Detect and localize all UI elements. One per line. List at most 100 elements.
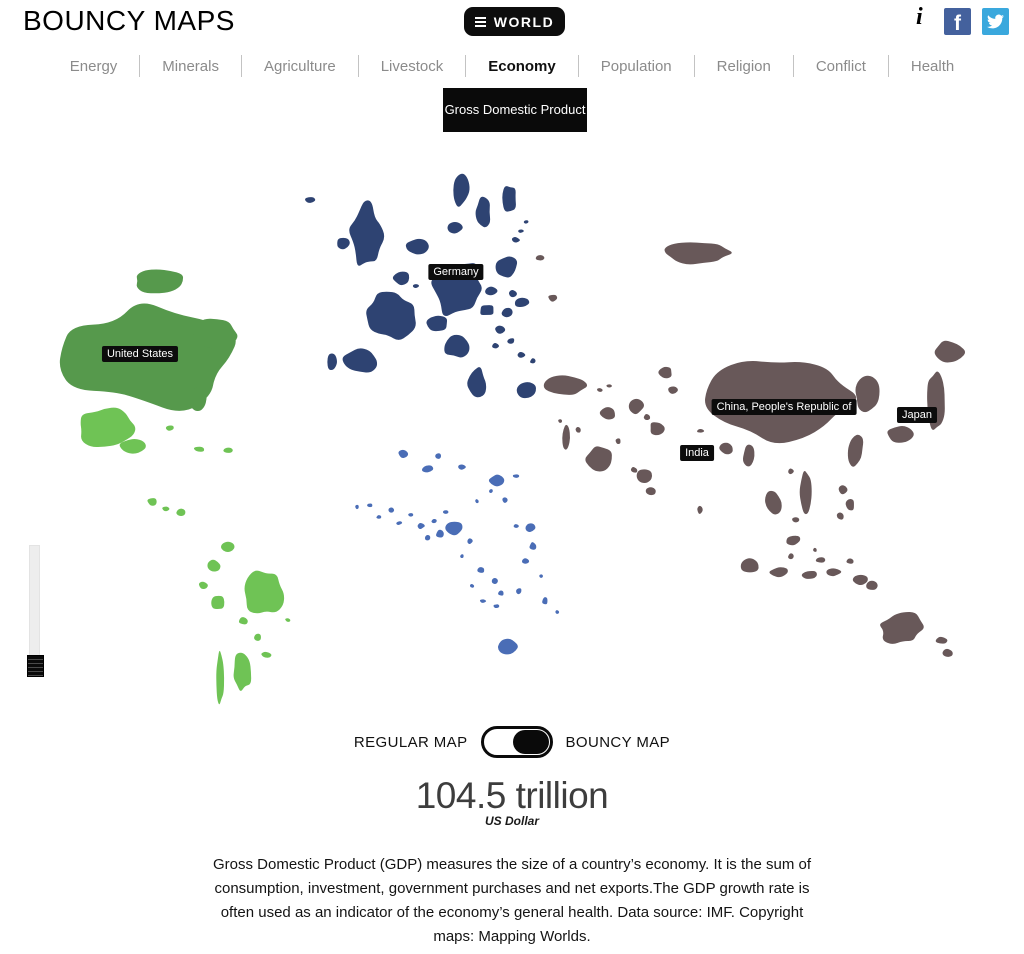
country-shape[interactable] (147, 498, 157, 506)
country-shape[interactable] (285, 618, 291, 622)
country-shape[interactable] (514, 297, 530, 308)
country-shape[interactable] (412, 284, 420, 288)
zoom-slider-track[interactable] (29, 545, 40, 659)
country-shape[interactable] (305, 197, 316, 203)
country-shape[interactable] (498, 638, 518, 655)
country-shape[interactable] (507, 338, 515, 344)
country-shape[interactable] (740, 558, 759, 573)
regular-map-label[interactable]: REGULAR MAP (353, 733, 468, 751)
country-shape[interactable] (396, 521, 403, 526)
country-shape[interactable] (502, 186, 516, 212)
country-shape[interactable] (525, 523, 536, 533)
country-shape[interactable] (697, 428, 705, 433)
country-shape[interactable] (535, 255, 545, 261)
country-shape[interactable] (512, 474, 520, 478)
country-shape[interactable] (480, 305, 494, 315)
country-shape[interactable] (238, 617, 248, 625)
country-shape[interactable] (697, 505, 703, 514)
country-shape[interactable] (327, 353, 337, 371)
country-shape[interactable] (216, 650, 225, 705)
country-shape[interactable] (198, 581, 208, 590)
country-shape[interactable] (187, 385, 207, 412)
country-shape[interactable] (211, 595, 225, 609)
country-shape[interactable] (615, 438, 621, 445)
country-shape[interactable] (508, 290, 517, 298)
country-shape[interactable] (539, 574, 543, 578)
nav-item-economy[interactable]: Economy (488, 57, 556, 75)
country-shape[interactable] (543, 375, 588, 395)
country-shape[interactable] (630, 467, 638, 473)
country-shape[interactable] (421, 465, 434, 473)
facebook-icon[interactable]: f (944, 8, 971, 35)
country-shape[interactable] (233, 652, 252, 691)
country-shape[interactable] (485, 286, 498, 296)
country-shape[interactable] (367, 503, 373, 508)
country-shape[interactable] (501, 307, 513, 318)
country-shape[interactable] (599, 407, 615, 420)
country-shape[interactable] (447, 222, 463, 234)
country-shape[interactable] (742, 444, 755, 467)
nav-item-population[interactable]: Population (600, 57, 672, 75)
country-shape[interactable] (136, 269, 184, 294)
map-mode-toggle[interactable] (480, 726, 553, 758)
country-shape[interactable] (628, 398, 644, 415)
country-shape[interactable] (492, 343, 500, 349)
country-shape[interactable] (498, 590, 504, 596)
country-shape[interactable] (826, 568, 842, 577)
country-shape[interactable] (261, 651, 272, 658)
country-shape[interactable] (650, 422, 665, 436)
country-shape[interactable] (475, 499, 479, 504)
country-shape[interactable] (511, 237, 520, 243)
country-shape[interactable] (355, 504, 359, 510)
country-shape[interactable] (426, 315, 448, 332)
country-shape[interactable] (366, 291, 416, 340)
country-shape[interactable] (585, 446, 612, 472)
country-shape[interactable] (935, 636, 948, 644)
country-shape[interactable] (847, 434, 864, 467)
country-shape[interactable] (636, 469, 653, 484)
country-shape[interactable] (495, 256, 518, 278)
country-shape[interactable] (119, 439, 146, 454)
country-shape[interactable] (813, 547, 817, 552)
country-shape[interactable] (792, 517, 800, 523)
country-shape[interactable] (408, 513, 414, 517)
country-shape[interactable] (475, 196, 491, 228)
country-shape[interactable] (193, 446, 205, 452)
country-shape[interactable] (516, 588, 522, 595)
country-shape[interactable] (445, 521, 463, 536)
country-shape[interactable] (558, 419, 563, 423)
nav-item-religion[interactable]: Religion (716, 57, 771, 75)
country-shape[interactable] (424, 535, 431, 541)
country-shape[interactable] (493, 604, 500, 609)
country-shape[interactable] (491, 578, 498, 584)
country-shape[interactable] (80, 407, 136, 448)
country-shape[interactable] (719, 442, 733, 455)
country-shape[interactable] (855, 375, 880, 413)
country-shape[interactable] (523, 220, 529, 224)
country-shape[interactable] (435, 453, 442, 459)
country-shape[interactable] (769, 567, 788, 578)
nav-item-conflict[interactable]: Conflict (815, 57, 866, 75)
country-shape[interactable] (337, 237, 350, 250)
country-shape[interactable] (765, 490, 782, 515)
zoom-slider-handle[interactable] (27, 655, 44, 677)
country-shape[interactable] (542, 597, 548, 605)
country-shape[interactable] (223, 447, 233, 453)
bouncy-map-label[interactable]: BOUNCY MAP (565, 733, 671, 751)
country-shape[interactable] (664, 242, 732, 265)
country-shape[interactable] (442, 510, 449, 514)
country-shape[interactable] (934, 340, 966, 363)
country-shape[interactable] (162, 506, 170, 512)
country-shape[interactable] (488, 474, 505, 487)
country-shape[interactable] (517, 352, 526, 358)
country-shape[interactable] (880, 612, 924, 644)
cartogram-svg[interactable] (0, 140, 1024, 730)
country-shape[interactable] (244, 570, 285, 614)
nav-item-agriculture[interactable]: Agriculture (263, 57, 336, 75)
country-shape[interactable] (788, 468, 794, 475)
country-shape[interactable] (417, 523, 425, 530)
country-shape[interactable] (431, 518, 437, 524)
country-shape[interactable] (606, 384, 612, 388)
country-shape[interactable] (495, 325, 506, 334)
country-shape[interactable] (467, 538, 473, 544)
